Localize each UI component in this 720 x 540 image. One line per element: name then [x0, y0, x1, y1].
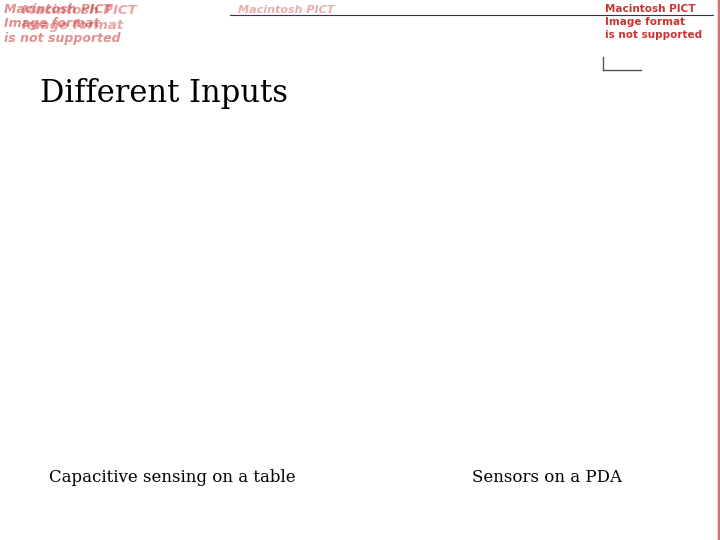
- Text: Macintosh PICT: Macintosh PICT: [4, 3, 112, 16]
- Text: Macintosh PICT: Macintosh PICT: [238, 5, 334, 16]
- Text: Image format: Image format: [22, 19, 123, 32]
- Text: Different Inputs: Different Inputs: [40, 78, 287, 109]
- Text: Image format: Image format: [4, 17, 99, 30]
- Text: Sensors on a PDA: Sensors on a PDA: [472, 469, 622, 487]
- Text: is not supported: is not supported: [4, 32, 120, 45]
- Text: Macintosh PICT: Macintosh PICT: [22, 4, 136, 17]
- Text: Capacitive sensing on a table: Capacitive sensing on a table: [50, 469, 296, 487]
- Text: Macintosh PICT
Image format
is not supported: Macintosh PICT Image format is not suppo…: [605, 4, 702, 40]
